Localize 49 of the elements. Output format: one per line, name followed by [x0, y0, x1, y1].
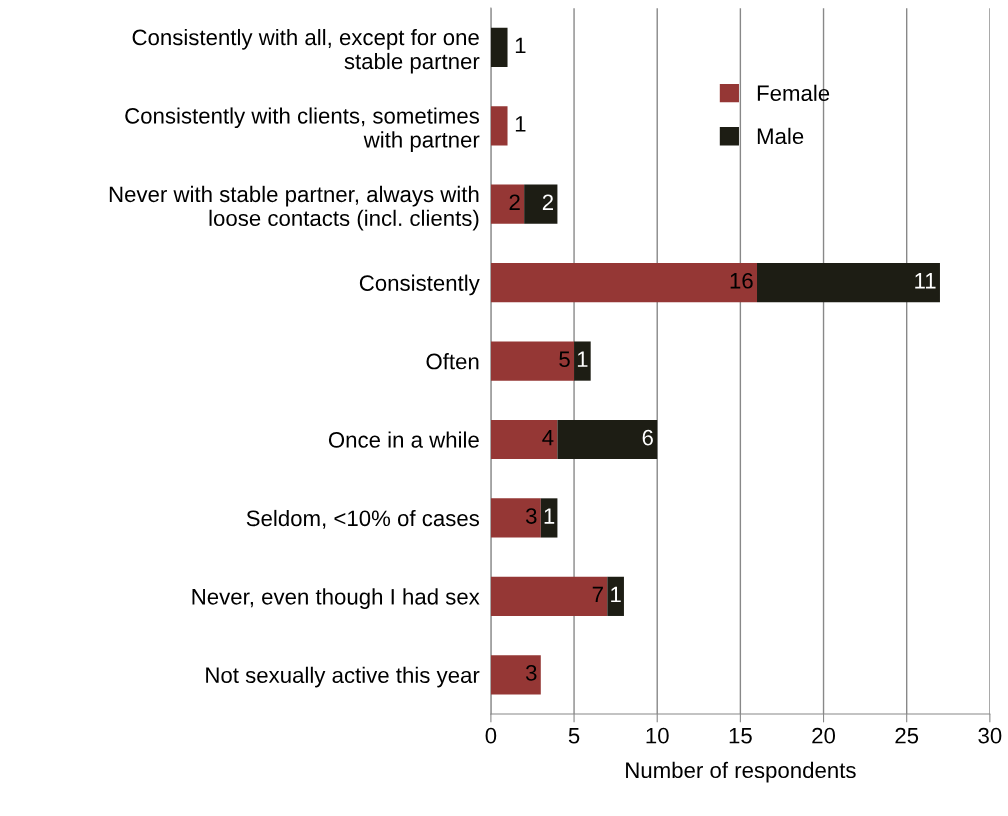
y-tick-label: Seldom, <10% of cases [246, 509, 479, 529]
x-tick-label: 25 [895, 727, 919, 744]
bar [557, 419, 658, 460]
data-label: 16 [730, 272, 753, 289]
bar [490, 498, 541, 538]
bar [540, 498, 558, 538]
bar [490, 184, 525, 224]
y-tick-label: Often [426, 353, 479, 370]
data-label: 11 [915, 273, 936, 289]
x-tick-label: 5 [568, 728, 580, 744]
y-tick-label: Once in a while [328, 431, 479, 448]
y-tick-label: Consistently with clients, sometimes with partner [125, 107, 480, 153]
data-label: 5 [559, 351, 570, 368]
bar [490, 341, 575, 381]
x-axis-title: Number of respondents [626, 761, 856, 783]
data-label: 6 [642, 429, 653, 446]
y-tick-label: Not sexually active this year [206, 666, 480, 688]
legend-label: Female [757, 84, 830, 102]
x-tick-label: 0 [485, 727, 497, 744]
x-tick-label: 20 [812, 727, 836, 744]
y-tick-label: Never, even though I had sex [192, 588, 480, 610]
bar [490, 419, 558, 460]
data-label: 2 [509, 194, 520, 210]
bar [524, 184, 558, 224]
x-tick-label: 30 [978, 727, 1002, 744]
y-tick-label: Consistently [359, 274, 480, 296]
x-tick-label: 10 [646, 727, 669, 744]
data-label: 2 [542, 194, 553, 210]
data-label: 1 [515, 37, 526, 54]
data-label: 1 [515, 116, 526, 132]
data-label: 4 [542, 429, 554, 446]
bar [490, 27, 508, 67]
bar [490, 576, 608, 616]
y-tick-label: Never with stable partner, always with loose contacts (incl. clients) [109, 185, 479, 231]
bar [574, 341, 591, 381]
data-label: 1 [577, 351, 588, 367]
legend-label: Male [757, 127, 804, 145]
bar [757, 263, 940, 303]
data-label: 3 [525, 665, 537, 681]
data-label: 7 [592, 586, 603, 603]
x-tick-label: 15 [729, 728, 752, 744]
y-tick-label: Consistently with all, except for one stable partner [132, 28, 480, 74]
data-label: 1 [544, 508, 555, 524]
data-label: 1 [611, 586, 621, 603]
data-label: 3 [525, 508, 537, 524]
bar [490, 106, 508, 146]
bar [490, 263, 758, 303]
bar [490, 655, 541, 695]
bar [607, 576, 624, 616]
